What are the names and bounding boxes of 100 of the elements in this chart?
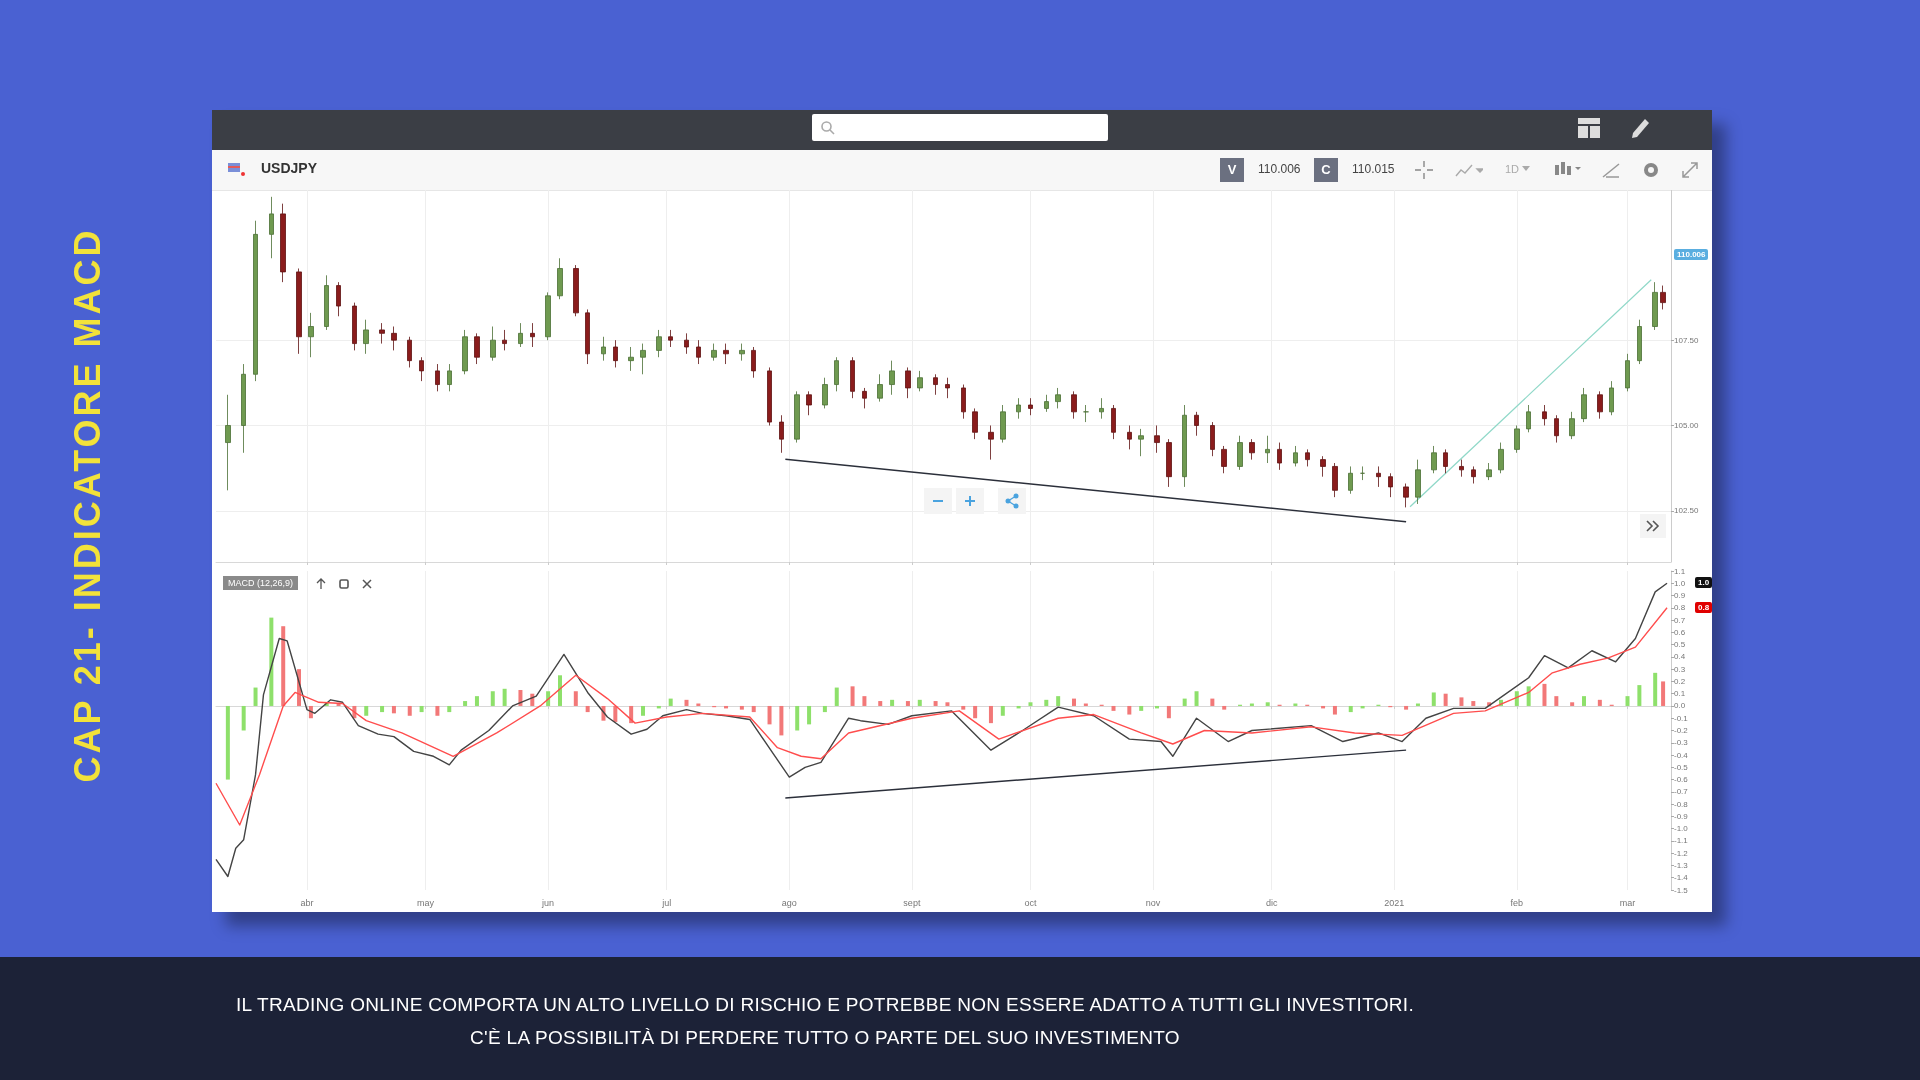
bar (419, 705, 424, 713)
candlestick (1388, 472, 1393, 498)
y-tick-label: -1.1 (1674, 836, 1689, 846)
candlestick (1415, 459, 1421, 505)
bar (1570, 702, 1575, 706)
candlestick (1625, 353, 1630, 392)
candlestick (889, 360, 895, 396)
candlestick (806, 390, 812, 416)
bar (573, 691, 578, 706)
candlestick (324, 274, 329, 331)
bar (490, 691, 495, 706)
text: C (1314, 158, 1338, 182)
candlestick (474, 332, 480, 365)
y-tick-label: 105.00 (1674, 420, 1700, 430)
bar (1443, 693, 1448, 706)
y-tick-label: 0.1 (1674, 689, 1686, 699)
candlestick (656, 329, 662, 358)
bar (225, 705, 230, 780)
candlestick (419, 356, 424, 382)
bar (518, 690, 523, 706)
candlestick (711, 343, 717, 362)
candlestick (1249, 438, 1255, 461)
line-series (215, 607, 1668, 826)
bar (269, 617, 274, 706)
bar (380, 705, 385, 713)
candlestick (739, 343, 745, 362)
x-tick-label: may (417, 897, 435, 908)
bar (684, 699, 689, 706)
candlestick (1127, 425, 1132, 450)
candlestick (1376, 466, 1381, 488)
candlestick (1237, 435, 1243, 471)
bar (391, 705, 396, 714)
x-tick-label: 2021 (1384, 897, 1405, 908)
x-tick-label: dic (1265, 897, 1278, 908)
candlestick (1554, 414, 1559, 443)
candlestick (1486, 462, 1492, 481)
candlestick (336, 281, 341, 317)
bar (751, 705, 756, 713)
bar (585, 705, 590, 713)
candlestick (1348, 466, 1353, 495)
candlestick (933, 373, 938, 396)
candlestick (1277, 442, 1282, 471)
candlestick (794, 390, 800, 443)
bar (933, 701, 938, 706)
candlestick (972, 408, 978, 440)
bar (1166, 705, 1171, 719)
candlestick (862, 387, 867, 409)
bar (1028, 702, 1033, 706)
candlestick (1360, 466, 1365, 481)
bar (1182, 698, 1187, 706)
candlestick (1332, 462, 1338, 498)
candlestick (1154, 425, 1160, 454)
candlestick (1526, 404, 1531, 433)
bar (1210, 698, 1215, 706)
bar (463, 701, 468, 706)
candlestick (269, 196, 274, 259)
candlestick (1431, 445, 1437, 474)
bar (447, 705, 452, 713)
candlestick (280, 203, 286, 283)
y-tick-label: -1.3 (1674, 860, 1689, 870)
candlestick (1028, 397, 1033, 416)
bar (1637, 685, 1642, 706)
candlestick (1099, 397, 1104, 420)
bar (668, 698, 673, 706)
bar (253, 687, 258, 706)
candlestick (502, 329, 507, 351)
candlestick (1210, 421, 1215, 457)
candlestick (961, 384, 966, 420)
candlestick (613, 339, 618, 368)
candlestick (668, 329, 673, 348)
y-tick-label: 0.5 (1674, 640, 1686, 650)
bar (890, 699, 895, 706)
bar (1554, 696, 1559, 706)
y-tick-label: -1.4 (1674, 873, 1689, 883)
x-tick-label: jul (661, 897, 672, 908)
y-tick-label: 0.0 (1674, 701, 1686, 711)
bar (1071, 698, 1076, 706)
candlestick (1403, 483, 1409, 508)
bar (1056, 696, 1061, 706)
candlestick (225, 394, 231, 491)
bar (1431, 692, 1436, 706)
candlestick (585, 309, 590, 365)
candlestick (1000, 404, 1006, 443)
candlestick (1443, 448, 1448, 474)
candlestick (1542, 404, 1547, 426)
candlestick (545, 291, 551, 341)
bar (1139, 705, 1144, 711)
bar (1111, 705, 1116, 711)
candlestick (352, 302, 357, 351)
candlestick (253, 220, 258, 382)
bar (1127, 705, 1132, 715)
bar (502, 688, 507, 706)
candlestick (379, 322, 385, 344)
candlestick (1293, 445, 1298, 467)
bar (1332, 705, 1337, 715)
bar (905, 701, 910, 706)
y-tick-label: 1.1 (1674, 566, 1686, 576)
x-tick-label: mar (1619, 897, 1636, 908)
candlestick (834, 356, 839, 392)
bar (850, 686, 855, 706)
